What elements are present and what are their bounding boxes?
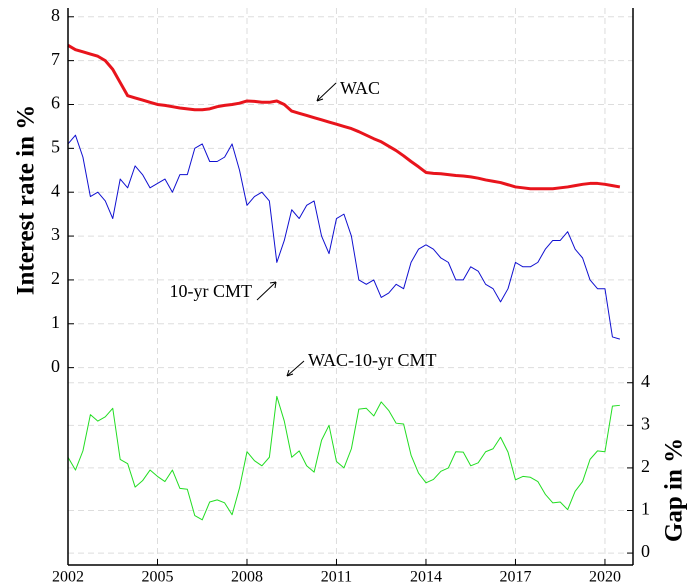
y2-tick-label: 3 — [641, 413, 650, 433]
x-tick-label: 2014 — [410, 569, 442, 586]
annotation: 10-yr CMT — [170, 281, 253, 301]
y-tick-label: 6 — [51, 93, 60, 113]
annotation-arrow — [256, 281, 277, 301]
series-line — [67, 43, 621, 191]
y-tick-label: 1 — [51, 312, 60, 332]
annotation: WAC-10-yr CMT — [308, 350, 437, 370]
grid — [67, 8, 633, 565]
y2-axis-label: Gap in % — [661, 438, 688, 542]
y-axis-label: Interest rate in % — [13, 105, 40, 295]
y-tick-label: 3 — [51, 224, 60, 244]
y2-tick-label: 0 — [641, 541, 650, 561]
y-tick-label: 4 — [51, 180, 60, 200]
x-tick-label: 2020 — [589, 569, 621, 586]
y-tick-label: 5 — [51, 136, 60, 156]
x-tick-label: 2002 — [52, 569, 84, 586]
annotation-arrow — [316, 82, 337, 102]
y-tick-label: 7 — [51, 49, 60, 69]
series-line — [67, 134, 621, 340]
y-tick-label: 0 — [51, 356, 60, 376]
annotation: WAC — [340, 78, 380, 98]
x-tick-label: 2005 — [141, 569, 173, 586]
annotation-arrow-head — [269, 281, 277, 289]
y2-tick-label: 2 — [641, 456, 650, 476]
annotation-arrow-head — [316, 94, 324, 102]
y2-tick-label: 1 — [641, 499, 650, 519]
y-tick-label: 8 — [51, 5, 60, 25]
y-tick-label: 2 — [51, 268, 60, 288]
series-line — [67, 395, 620, 521]
plot — [67, 43, 621, 521]
annotation-arrow — [286, 360, 305, 377]
x-tick-label: 2008 — [231, 569, 263, 586]
annotation-arrow-head — [286, 369, 294, 377]
y2-tick-label: 4 — [641, 371, 650, 391]
x-tick-label: 2011 — [321, 569, 352, 586]
x-tick-label: 2017 — [499, 569, 531, 586]
